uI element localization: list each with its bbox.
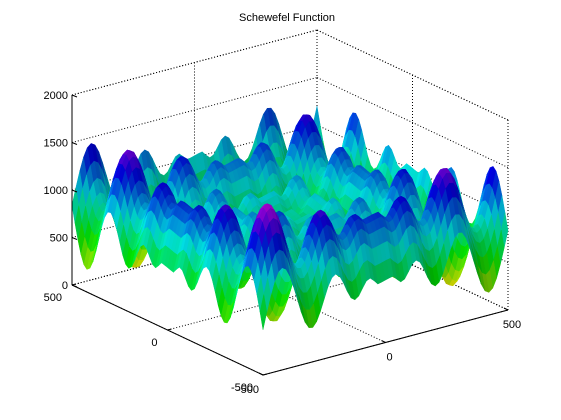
x-tick	[381, 340, 386, 343]
x-tick-label: 500	[503, 319, 521, 331]
z-tick-label: 1000	[44, 185, 68, 197]
x-tick-label: 0	[386, 352, 392, 364]
chart-title: Schewefel Function	[239, 12, 335, 24]
y-tick	[167, 328, 172, 331]
x-tick-label: -500	[237, 384, 259, 396]
z-grid-line	[316, 77, 509, 168]
y-grid-line	[167, 264, 413, 331]
x-tick	[258, 372, 264, 376]
z-grid-line	[71, 77, 318, 143]
surface-mesh	[71, 106, 509, 330]
z-tick	[71, 142, 78, 145]
surface-patch	[259, 294, 268, 330]
z-tick-label: 0	[62, 280, 68, 292]
z-tick-label: 1500	[44, 138, 68, 150]
x-tick	[503, 307, 509, 311]
z-axis: 0 500 1000 1500 2000	[44, 90, 78, 292]
y-tick-label: -500	[231, 382, 253, 394]
y-tick-label: 500	[44, 292, 62, 304]
y-tick	[262, 373, 268, 376]
z-tick	[71, 189, 78, 193]
z-tick	[71, 94, 78, 98]
x-axis: -500 0 500	[237, 307, 521, 396]
z-tick-label: 2000	[44, 90, 68, 102]
y-tick-label: 0	[151, 337, 157, 349]
y-tick	[71, 283, 77, 286]
z-tick	[71, 284, 78, 288]
z-tick-label: 500	[50, 233, 68, 245]
z-tick	[71, 237, 78, 240]
